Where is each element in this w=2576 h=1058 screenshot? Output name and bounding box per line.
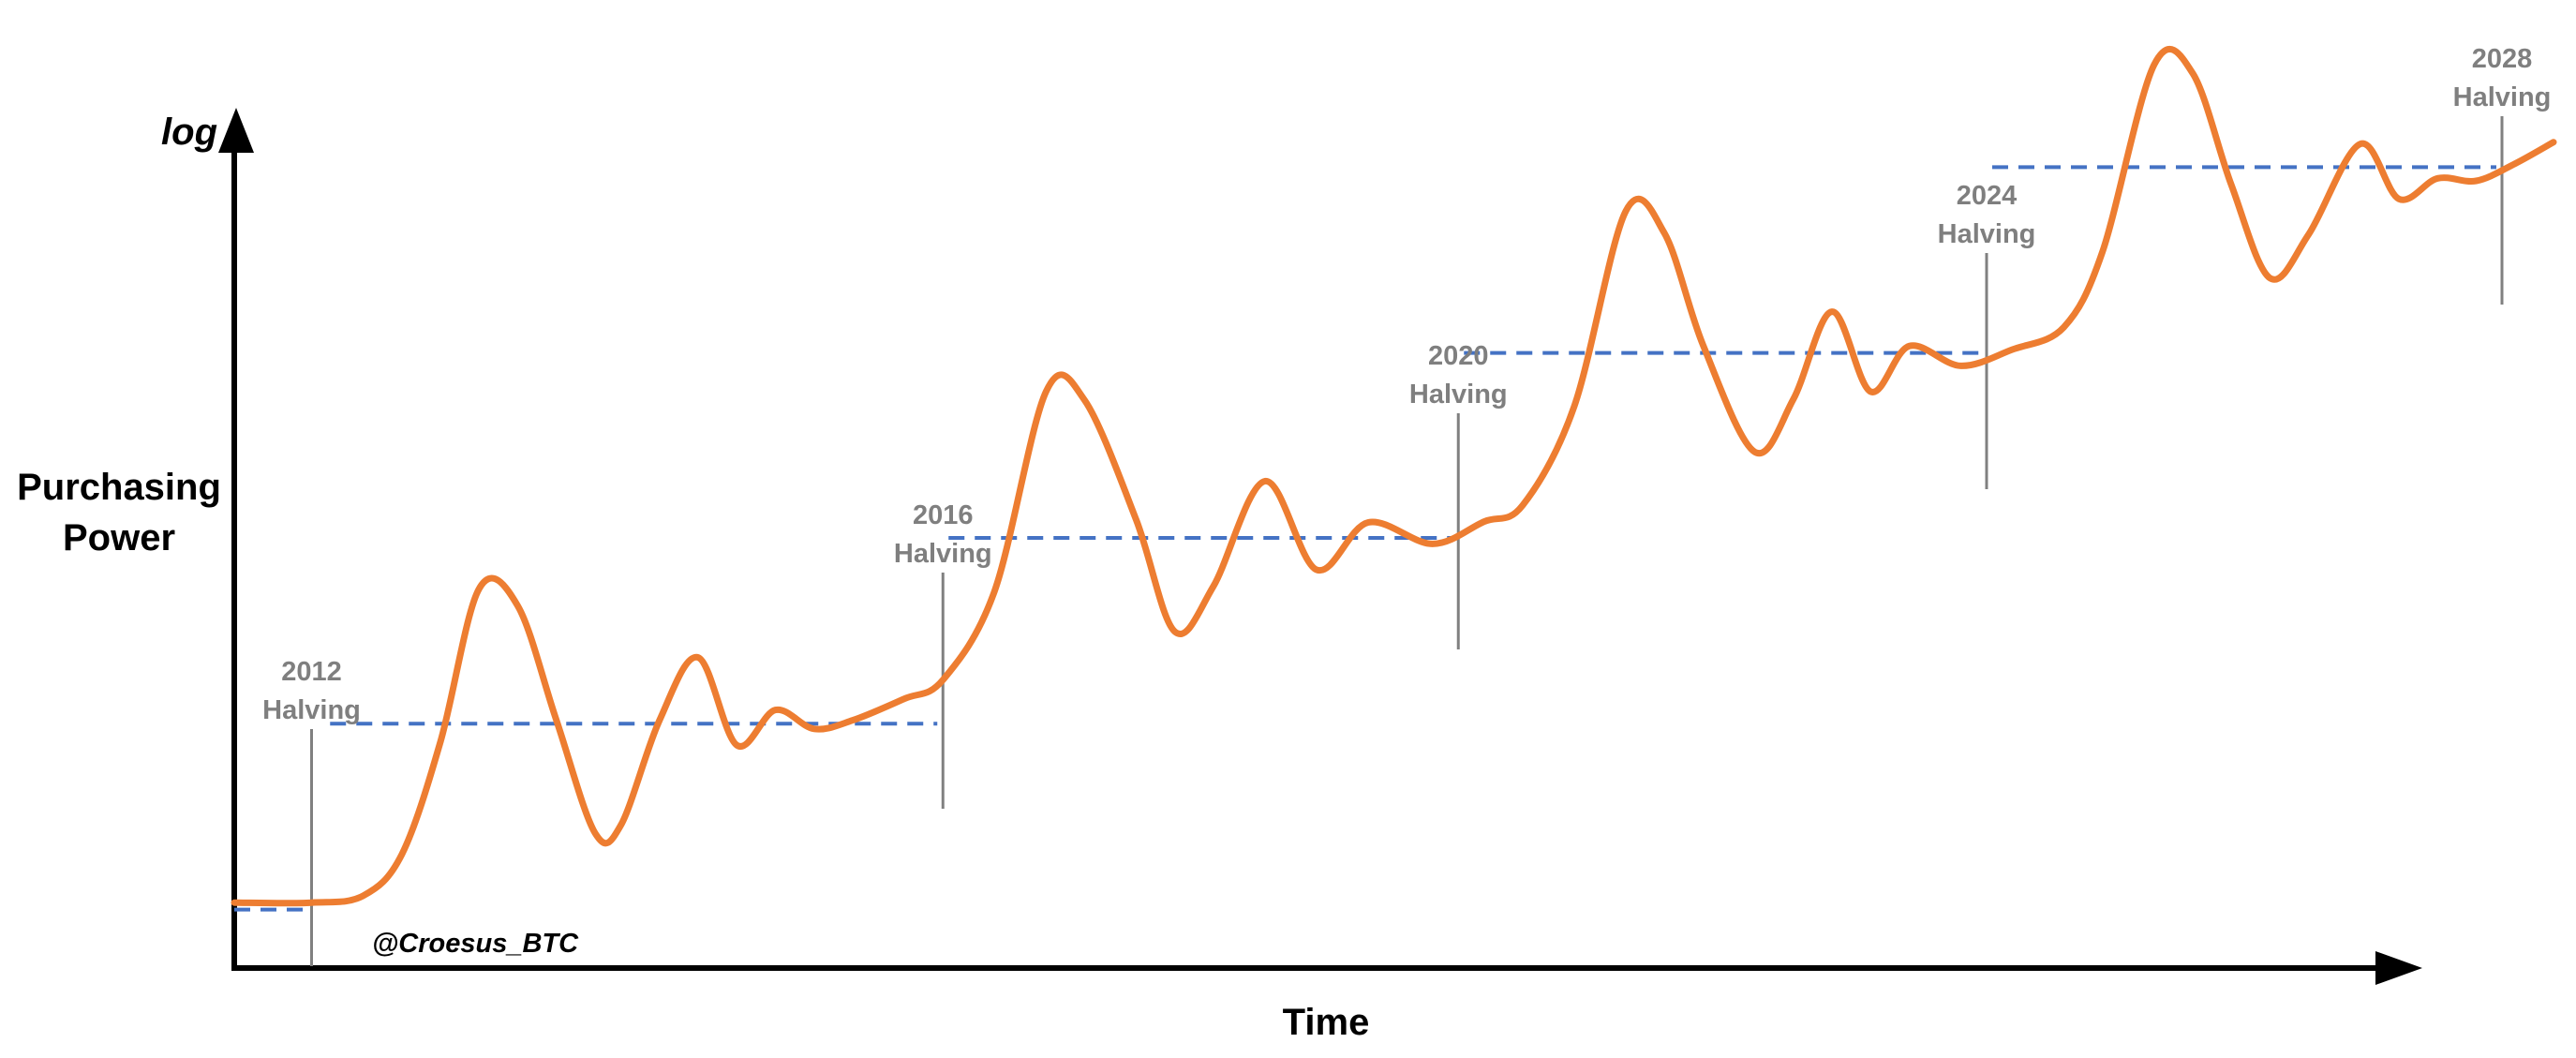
halving-event-label: Halving <box>894 539 992 569</box>
y-axis-title: Purchasing Power <box>17 467 221 559</box>
halving-year-label: 2016 <box>913 500 974 530</box>
halving-year-label: 2020 <box>1428 341 1489 371</box>
halving-event-label: Halving <box>262 695 361 725</box>
x-axis-arrowhead <box>2375 951 2422 985</box>
average-levels <box>234 165 2496 912</box>
halving-year-label: 2028 <box>2472 44 2533 74</box>
series-group <box>231 46 2557 907</box>
halving-event-label: Halving <box>1409 380 1508 410</box>
halving-year-label: 2012 <box>281 657 342 687</box>
y-axis-arrowhead <box>218 108 254 153</box>
purchasing-power-series-line <box>231 46 2557 907</box>
halving-year-label: 2024 <box>1957 181 2018 211</box>
x-axis-title: Time <box>1283 1002 1370 1043</box>
y-axis-label: log <box>161 112 217 153</box>
halving-event-label: Halving <box>2453 82 2552 112</box>
halving-markers: 2012 Halving 2016 Halving 2020 Halving 2024 Hal… <box>262 44 2551 966</box>
halving-event-label: Halving <box>1938 219 2036 249</box>
watermark: @Croesus_BTC <box>372 929 579 959</box>
